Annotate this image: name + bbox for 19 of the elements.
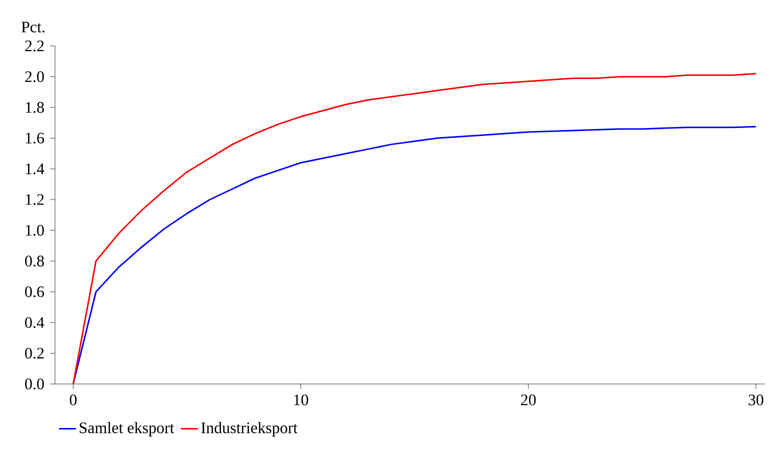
y-tick-label: 2.0 xyxy=(25,71,44,82)
x-tick-label: 30 xyxy=(748,394,764,406)
y-tick-label: 2.2 xyxy=(25,40,44,52)
x-tick-label: 20 xyxy=(521,394,536,406)
y-tick-label: 1.0 xyxy=(26,224,44,236)
y-tick-label: 0.2 xyxy=(25,348,44,359)
y-axis-title: Pct. xyxy=(22,22,44,32)
y-tick-label: 1.6 xyxy=(26,132,44,144)
legend-label: Industrieksport xyxy=(201,422,298,436)
y-tick-label: 0.6 xyxy=(25,286,44,298)
y-tick-label: 1.8 xyxy=(26,102,44,113)
x-tick-label: 0 xyxy=(70,394,77,406)
legend-label: Samlet eksport xyxy=(80,422,174,436)
y-tick-label: 0.8 xyxy=(25,256,44,267)
x-tick-label: 10 xyxy=(294,394,308,406)
y-tick-label: 1.4 xyxy=(26,164,44,174)
y-tick-label: 0.0 xyxy=(25,378,44,390)
y-tick-label: 0.4 xyxy=(25,317,44,328)
y-tick-label: 1.2 xyxy=(26,194,44,206)
